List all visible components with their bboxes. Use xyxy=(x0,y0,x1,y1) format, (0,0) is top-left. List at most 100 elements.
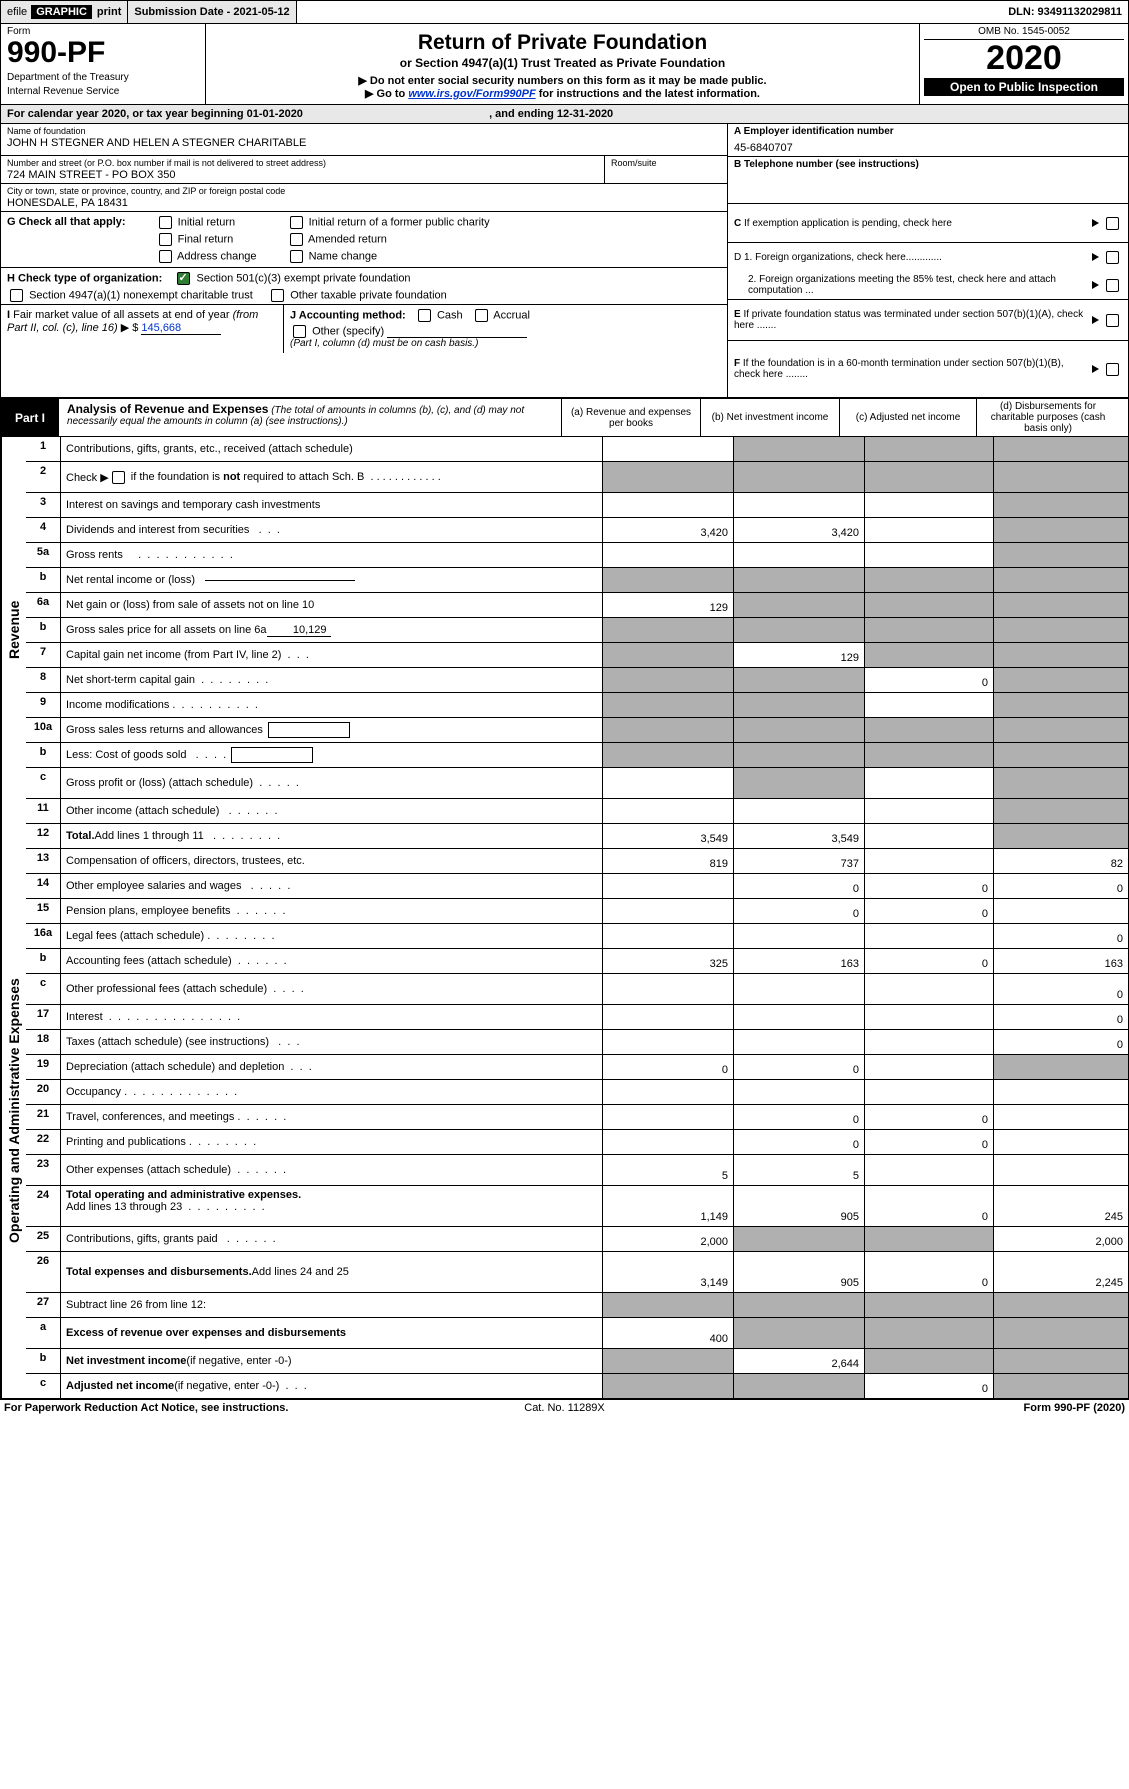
cell-c xyxy=(864,593,993,617)
line-desc: Contributions, gifts, grants, etc., rece… xyxy=(61,437,602,461)
cell-c: 0 xyxy=(864,949,993,973)
cell-a xyxy=(602,743,733,767)
cell-c xyxy=(864,1155,993,1185)
cell-a: 129 xyxy=(602,593,733,617)
f-checkbox[interactable] xyxy=(1106,363,1119,376)
cell-d xyxy=(993,1055,1128,1079)
c-label: C If exemption application is pending, c… xyxy=(734,218,1088,229)
desc-text: Other expenses (attach schedule) xyxy=(66,1164,231,1176)
cell-a: 0 xyxy=(602,1055,733,1079)
cell-a xyxy=(602,768,733,798)
line-num: 23 xyxy=(26,1155,61,1185)
cell-a: 819 xyxy=(602,849,733,873)
irs-link[interactable]: www.irs.gov/Form990PF xyxy=(408,88,535,100)
h-other-checkbox[interactable] xyxy=(271,289,284,302)
section-c: C If exemption application is pending, c… xyxy=(728,204,1128,243)
row-23: 23 Other expenses (attach schedule) . . … xyxy=(26,1155,1128,1186)
cell-d: 82 xyxy=(993,849,1128,873)
name-change-checkbox[interactable] xyxy=(290,250,303,263)
cell-a xyxy=(602,799,733,823)
i-value: 145,668 xyxy=(141,322,221,335)
cell-d: 0 xyxy=(993,874,1128,898)
cell-c xyxy=(864,1030,993,1054)
row-1: 1 Contributions, gifts, grants, etc., re… xyxy=(26,437,1128,462)
initial-return-checkbox[interactable] xyxy=(159,216,172,229)
initial-former-checkbox[interactable] xyxy=(290,216,303,229)
cell-b: 129 xyxy=(733,643,864,667)
cell-a xyxy=(602,643,733,667)
line-desc: Interest on savings and temporary cash i… xyxy=(61,493,602,517)
final-return-checkbox[interactable] xyxy=(159,233,172,246)
row-7: 7 Capital gain net income (from Part IV,… xyxy=(26,643,1128,668)
cell-b xyxy=(733,668,864,692)
row-6b: b Gross sales price for all assets on li… xyxy=(26,618,1128,643)
submission-date: Submission Date - 2021-05-12 xyxy=(128,1,296,23)
city-value: HONESDALE, PA 18431 xyxy=(7,197,721,209)
h-4947-checkbox[interactable] xyxy=(10,289,23,302)
d1-checkbox[interactable] xyxy=(1106,251,1119,264)
instr-link-line: ▶ Go to www.irs.gov/Form990PF for instru… xyxy=(214,87,911,100)
row-16c: c Other professional fees (attach schedu… xyxy=(26,974,1128,1005)
row-15: 15 Pension plans, employee benefits . . … xyxy=(26,899,1128,924)
line-num: 5a xyxy=(26,543,61,567)
r2-checkbox[interactable] xyxy=(112,471,125,484)
j-accrual-label: Accrual xyxy=(493,309,530,321)
d2-checkbox[interactable] xyxy=(1106,279,1119,292)
section-i-j: I Fair market value of all assets at end… xyxy=(1,304,727,353)
h-4947-label: Section 4947(a)(1) nonexempt charitable … xyxy=(29,289,253,301)
cell-d: 163 xyxy=(993,949,1128,973)
row-16b: b Accounting fees (attach schedule) . . … xyxy=(26,949,1128,974)
print-label[interactable]: print xyxy=(97,6,121,18)
desc-text: Taxes (attach schedule) (see instruction… xyxy=(66,1036,269,1048)
j-cash-checkbox[interactable] xyxy=(418,309,431,322)
cell-c: 0 xyxy=(864,899,993,923)
c-checkbox[interactable] xyxy=(1106,217,1119,230)
form-header: Form 990-PF Department of the Treasury I… xyxy=(1,24,1128,105)
cell-c xyxy=(864,743,993,767)
line-desc: Interest . . . . . . . . . . . . . . . xyxy=(61,1005,602,1029)
j-accrual-checkbox[interactable] xyxy=(475,309,488,322)
row-18: 18 Taxes (attach schedule) (see instruct… xyxy=(26,1030,1128,1055)
cell-c xyxy=(864,1005,993,1029)
j-other-checkbox[interactable] xyxy=(293,325,306,338)
g-label: G Check all that apply: xyxy=(7,216,126,228)
cell-c xyxy=(864,493,993,517)
cell-b: 3,420 xyxy=(733,518,864,542)
cell-a: 3,149 xyxy=(602,1252,733,1292)
inline-box xyxy=(231,747,313,763)
cell-d xyxy=(993,824,1128,848)
line-desc: Gross rents . . . . . . . . . . . xyxy=(61,543,602,567)
j-label: J Accounting method: xyxy=(290,309,406,321)
phone-cell: B Telephone number (see instructions) xyxy=(728,157,1128,204)
j-cash-label: Cash xyxy=(437,309,463,321)
e-checkbox[interactable] xyxy=(1106,314,1119,327)
cell-c xyxy=(864,437,993,461)
cell-a: 325 xyxy=(602,949,733,973)
cell-a xyxy=(602,618,733,642)
cell-d xyxy=(993,899,1128,923)
instr-ssn: ▶ Do not enter social security numbers o… xyxy=(214,74,911,87)
address-change-checkbox[interactable] xyxy=(159,250,172,263)
entity-info: Name of foundation JOHN H STEGNER AND HE… xyxy=(1,124,1128,398)
header-left: Form 990-PF Department of the Treasury I… xyxy=(1,24,206,104)
h-501c3-checkbox[interactable] xyxy=(177,272,190,285)
row-16a: 16a Legal fees (attach schedule) . . . .… xyxy=(26,924,1128,949)
section-f: F If the foundation is in a 60-month ter… xyxy=(728,341,1128,397)
row-3: 3 Interest on savings and temporary cash… xyxy=(26,493,1128,518)
cell-b: 905 xyxy=(733,1186,864,1226)
row-27: 27 Subtract line 26 from line 12: xyxy=(26,1293,1128,1318)
line-desc: Net gain or (loss) from sale of assets n… xyxy=(61,593,602,617)
form-subtitle: or Section 4947(a)(1) Trust Treated as P… xyxy=(214,56,911,70)
h-501c3-label: Section 501(c)(3) exempt private foundat… xyxy=(197,272,411,284)
row-9: 9 Income modifications . . . . . . . . .… xyxy=(26,693,1128,718)
cell-d: 245 xyxy=(993,1186,1128,1226)
form-number: 990-PF xyxy=(7,37,199,69)
amended-return-checkbox[interactable] xyxy=(290,233,303,246)
cell-d xyxy=(993,643,1128,667)
cell-c xyxy=(864,799,993,823)
line-desc: Taxes (attach schedule) (see instruction… xyxy=(61,1030,602,1054)
j-other-label: Other (specify) xyxy=(312,325,384,337)
efile-label: efile xyxy=(7,6,27,18)
footer-center: Cat. No. 11289X xyxy=(378,1402,752,1414)
final-return-label: Final return xyxy=(178,233,234,245)
